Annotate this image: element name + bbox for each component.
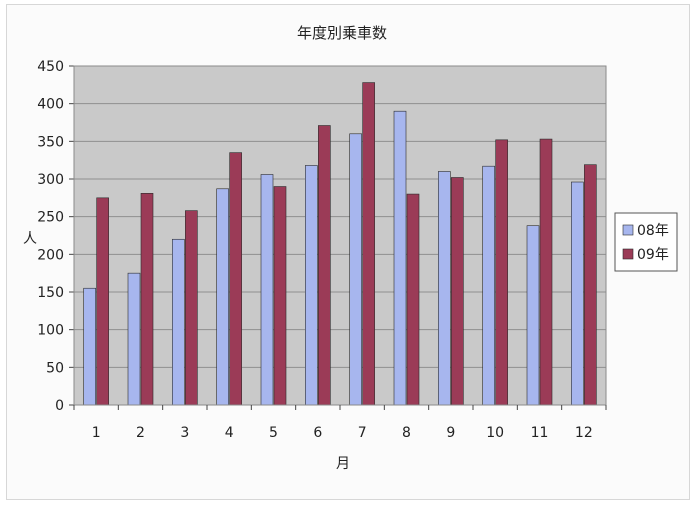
bar-09年-5 bbox=[273, 186, 287, 406]
bar-08年-4 bbox=[216, 188, 229, 406]
bar-09年-1 bbox=[96, 197, 109, 406]
x-tick-label: 12 bbox=[575, 425, 593, 441]
x-tick-label: 8 bbox=[402, 425, 411, 441]
bar-08年-5 bbox=[260, 174, 274, 406]
bar-09年-7 bbox=[362, 82, 375, 406]
bar-08年-6 bbox=[305, 165, 318, 406]
plot-background bbox=[74, 66, 606, 405]
legend-box bbox=[614, 212, 678, 272]
bar-08年-2 bbox=[127, 272, 141, 406]
chart-title: 年度別乗車数 bbox=[297, 24, 387, 42]
legend-swatch bbox=[622, 248, 634, 260]
x-tick-label: 6 bbox=[313, 425, 322, 441]
plot-area bbox=[74, 66, 606, 405]
x-tick-label: 9 bbox=[446, 425, 455, 441]
y-tick-label: 50 bbox=[46, 360, 64, 376]
bar-08年-10 bbox=[482, 165, 495, 406]
bar-09年-12 bbox=[584, 164, 597, 406]
x-tick-label: 1 bbox=[92, 425, 101, 441]
bar-09年-9 bbox=[451, 177, 464, 406]
legend: 08年 09年 bbox=[614, 212, 678, 272]
y-axis-label: 人 bbox=[23, 231, 37, 247]
bar-09年-6 bbox=[318, 125, 331, 406]
y-tick-label: 0 bbox=[55, 398, 64, 414]
x-tick-label: 10 bbox=[486, 425, 504, 441]
x-tick-label: 2 bbox=[136, 425, 145, 441]
bars bbox=[83, 82, 597, 406]
bar-08年-3 bbox=[172, 238, 185, 406]
bar-08年-11 bbox=[526, 225, 540, 406]
bar-09年-8 bbox=[406, 193, 420, 406]
bar-08年-7 bbox=[349, 133, 362, 406]
y-tick-label: 400 bbox=[37, 97, 64, 113]
x-tick-label: 4 bbox=[225, 425, 234, 441]
x-tick-label: 3 bbox=[180, 425, 189, 441]
y-tick-label: 200 bbox=[37, 247, 64, 263]
bar-08年-8 bbox=[393, 110, 407, 406]
bar-08年-1 bbox=[83, 287, 96, 406]
bar-09年-2 bbox=[140, 193, 154, 406]
legend-label: 08年 bbox=[637, 223, 669, 239]
y-tick-label: 100 bbox=[37, 323, 64, 339]
y-tick-label: 450 bbox=[37, 59, 64, 75]
bar-09年-11 bbox=[539, 138, 553, 406]
y-tick-labels: 0 50 100 150 200 250 300 350 400 450 bbox=[37, 59, 64, 414]
bar-09年-10 bbox=[495, 139, 508, 406]
y-tick-label: 300 bbox=[37, 172, 64, 188]
x-axis-label: 月 bbox=[336, 456, 350, 472]
bar-09年-3 bbox=[185, 210, 198, 406]
x-tick-labels: 1 2 3 4 5 6 7 8 9 10 11 12 bbox=[92, 425, 593, 441]
x-tick-label: 11 bbox=[531, 425, 549, 441]
y-tick-label: 150 bbox=[37, 285, 64, 301]
axes bbox=[69, 65, 607, 410]
legend-label: 09年 bbox=[637, 247, 669, 263]
x-tick-label: 5 bbox=[269, 425, 278, 441]
bar-08年-12 bbox=[571, 181, 584, 406]
bar-08年-9 bbox=[438, 171, 451, 406]
legend-swatch bbox=[622, 224, 634, 236]
x-tick-label: 7 bbox=[358, 425, 367, 441]
bar-09年-4 bbox=[229, 152, 242, 406]
y-tick-label: 350 bbox=[37, 134, 64, 150]
y-tick-label: 250 bbox=[37, 210, 64, 226]
